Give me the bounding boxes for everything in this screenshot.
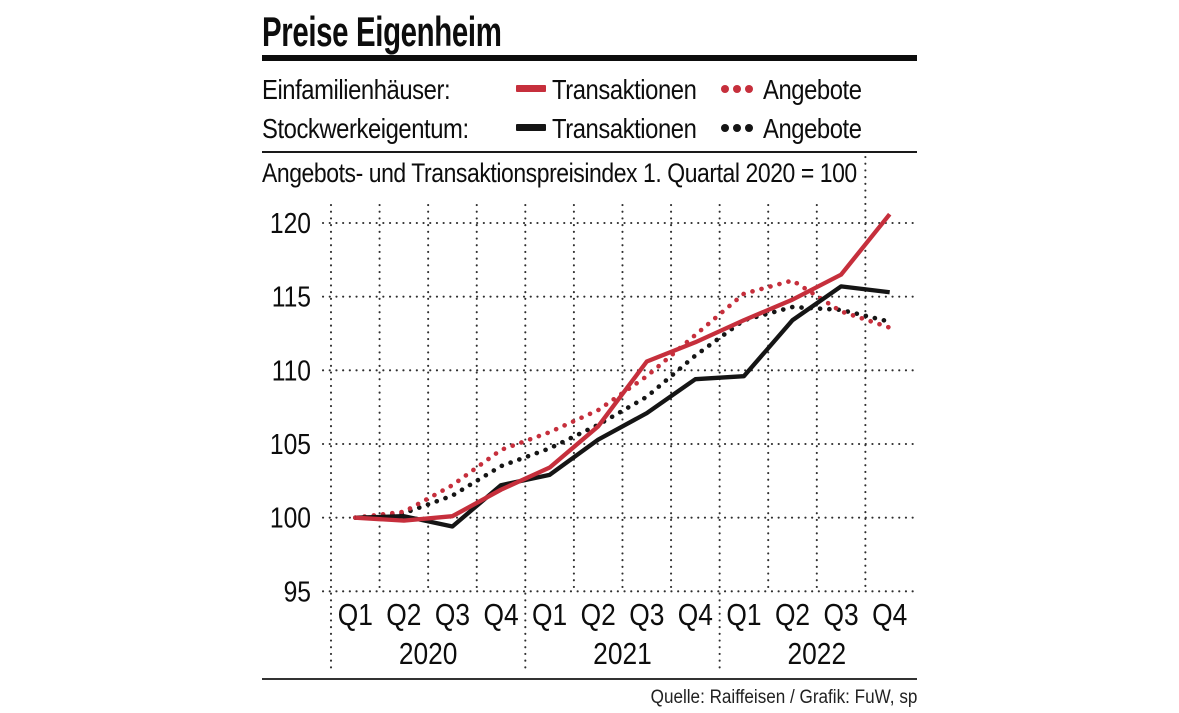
- legend-rule: [262, 151, 917, 153]
- chart-subtitle: Angebots- und Transaktionspreisindex 1. …: [262, 158, 857, 188]
- x-axis-quarter-label: Q2: [581, 598, 616, 632]
- x-axis-year-label: 2022: [788, 637, 847, 671]
- x-axis-quarter-label: Q1: [532, 598, 567, 632]
- x-axis-quarter-label: Q4: [483, 598, 518, 632]
- legend-row1-label: Einfamilienhäuser:: [262, 74, 451, 105]
- x-axis-quarter-label: Q1: [338, 598, 373, 632]
- legend-row1-transactions-label: Transaktionen: [552, 74, 697, 105]
- x-axis-quarter-label: Q3: [435, 598, 470, 632]
- series-line-einfamilienh-user-transaktionen: [355, 212, 892, 523]
- y-axis-tick-label: 100: [270, 502, 311, 534]
- title-rule: [262, 55, 917, 61]
- legend-row2-offers-label: Angebote: [763, 113, 862, 144]
- x-axis-year-label: 2020: [399, 637, 458, 671]
- series-line-stockwerkeigentum-transaktionen: [355, 284, 890, 529]
- y-axis-tick-label: 105: [270, 428, 311, 460]
- page-title: Preise Eigenheim: [262, 8, 502, 55]
- y-axis-tick-label: 95: [284, 575, 311, 607]
- x-axis-quarter-label: Q2: [775, 598, 810, 632]
- x-axis-quarter-label: Q2: [386, 598, 421, 632]
- x-axis-quarter-label: Q3: [824, 598, 859, 632]
- x-axis-quarter-label: Q4: [678, 598, 713, 632]
- legend-row2-transactions-label: Transaktionen: [552, 113, 697, 144]
- legend-swatch-solid-black: [516, 124, 546, 131]
- y-axis-tick-label: 110: [272, 354, 311, 386]
- legend-row2-label: Stockwerkeigentum:: [262, 113, 469, 144]
- y-axis-tick-label: 115: [272, 281, 311, 313]
- x-axis-year-label: 2021: [593, 637, 652, 671]
- y-axis-tick-label: 120: [270, 207, 311, 239]
- x-axis-quarter-label: Q1: [726, 598, 761, 632]
- x-axis-quarter-label: Q4: [872, 598, 907, 632]
- source-credit: Quelle: Raiffeisen / Grafik: FuW, sp: [650, 687, 917, 708]
- series-line-stockwerkeigentum-angebote: [352, 304, 893, 521]
- legend-swatch-solid-red: [516, 85, 546, 92]
- footer-rule: [262, 678, 917, 680]
- x-axis-quarter-label: Q3: [629, 598, 664, 632]
- legend-swatch-dotted-red: [721, 85, 753, 93]
- legend-swatch-dotted-black: [721, 124, 753, 132]
- legend-row1-offers-label: Angebote: [763, 74, 862, 105]
